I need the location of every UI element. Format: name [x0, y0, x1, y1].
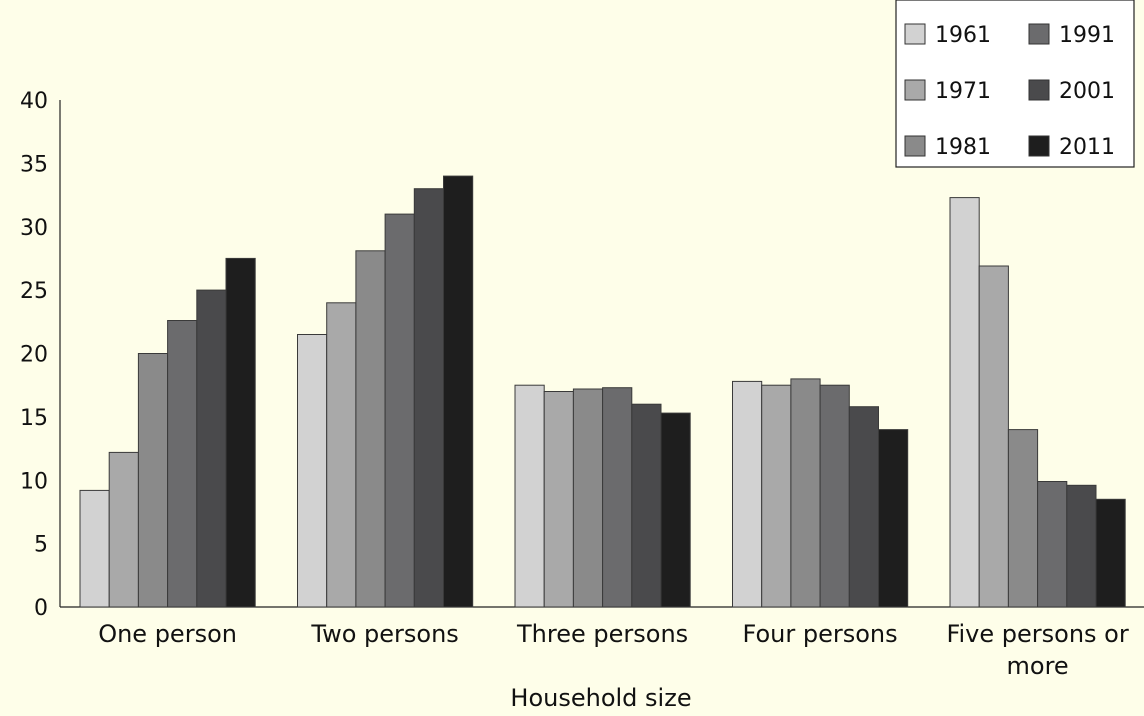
x-tick-label: more — [1007, 652, 1069, 680]
y-tick-label: 30 — [20, 216, 48, 241]
legend: 1961 1971 1981 1991 2001 2011 — [895, 0, 1135, 168]
bar-1971 — [543, 391, 574, 608]
legend-label-1971: 1971 — [935, 79, 991, 104]
y-tick-label: 5 — [34, 533, 48, 558]
y-tick-label: 25 — [20, 279, 48, 304]
bar-1981 — [572, 388, 604, 608]
bar-2011 — [225, 257, 256, 608]
y-tick-label: 10 — [20, 469, 48, 494]
category-labels: One person Two persons Three persons Four p… — [98, 620, 1129, 680]
bar-1991 — [819, 384, 850, 608]
bar-2011 — [660, 412, 691, 608]
bar-1981 — [137, 353, 169, 608]
x-tick-label: One person — [98, 620, 237, 648]
y-tick-label: 15 — [20, 406, 48, 431]
legend-swatch-1961 — [904, 23, 926, 45]
legend-label-2011: 2011 — [1059, 135, 1115, 160]
legend-label-1961: 1961 — [935, 23, 991, 48]
bar-2001 — [1066, 484, 1097, 608]
bar-1991 — [1037, 481, 1068, 608]
x-axis-title: Household size — [510, 684, 691, 712]
bar-1981 — [790, 378, 821, 608]
bar-1961 — [79, 489, 110, 608]
x-tick-label: Three persons — [516, 620, 688, 648]
bar-1961 — [732, 380, 763, 608]
legend-swatch-1981 — [904, 135, 926, 157]
y-tick-label: 20 — [20, 343, 48, 368]
x-tick-label: Five persons or — [946, 620, 1128, 648]
legend-box — [895, 0, 1135, 168]
bar-1991 — [602, 387, 633, 608]
bar-1991 — [384, 213, 415, 608]
legend-swatch-2001 — [1028, 79, 1050, 101]
bar-2001 — [196, 289, 227, 608]
bar-2001 — [848, 406, 879, 608]
y-tick-label: 0 — [34, 596, 48, 621]
bar-2001 — [631, 403, 662, 608]
bar-1961 — [514, 384, 545, 608]
bars — [79, 175, 1126, 608]
legend-swatch-1991 — [1028, 23, 1050, 45]
bar-1971 — [978, 265, 1009, 608]
y-axis: 0 5 10 15 20 25 30 35 40 — [20, 89, 61, 621]
legend-swatch-1971 — [904, 79, 926, 101]
bar-2011 — [443, 175, 474, 608]
bar-1961 — [297, 334, 328, 608]
bar-2001 — [413, 188, 444, 608]
bar-2011 — [878, 429, 909, 608]
bar-1971 — [108, 451, 139, 608]
bar-1981 — [355, 250, 386, 608]
bar-1981 — [1007, 429, 1039, 608]
bar-1961 — [949, 197, 980, 608]
x-tick-label: Two persons — [310, 620, 458, 648]
legend-label-1981: 1981 — [935, 135, 991, 160]
legend-label-2001: 2001 — [1059, 79, 1115, 104]
y-tick-label: 40 — [20, 89, 48, 114]
y-tick-label: 35 — [20, 152, 48, 177]
bar-2011 — [1095, 498, 1126, 608]
legend-swatch-2011 — [1028, 135, 1050, 157]
bar-1991 — [167, 320, 198, 608]
bar-1971 — [761, 384, 792, 608]
bar-1971 — [326, 302, 357, 608]
x-tick-label: Four persons — [743, 620, 898, 648]
legend-label-1991: 1991 — [1059, 23, 1115, 48]
